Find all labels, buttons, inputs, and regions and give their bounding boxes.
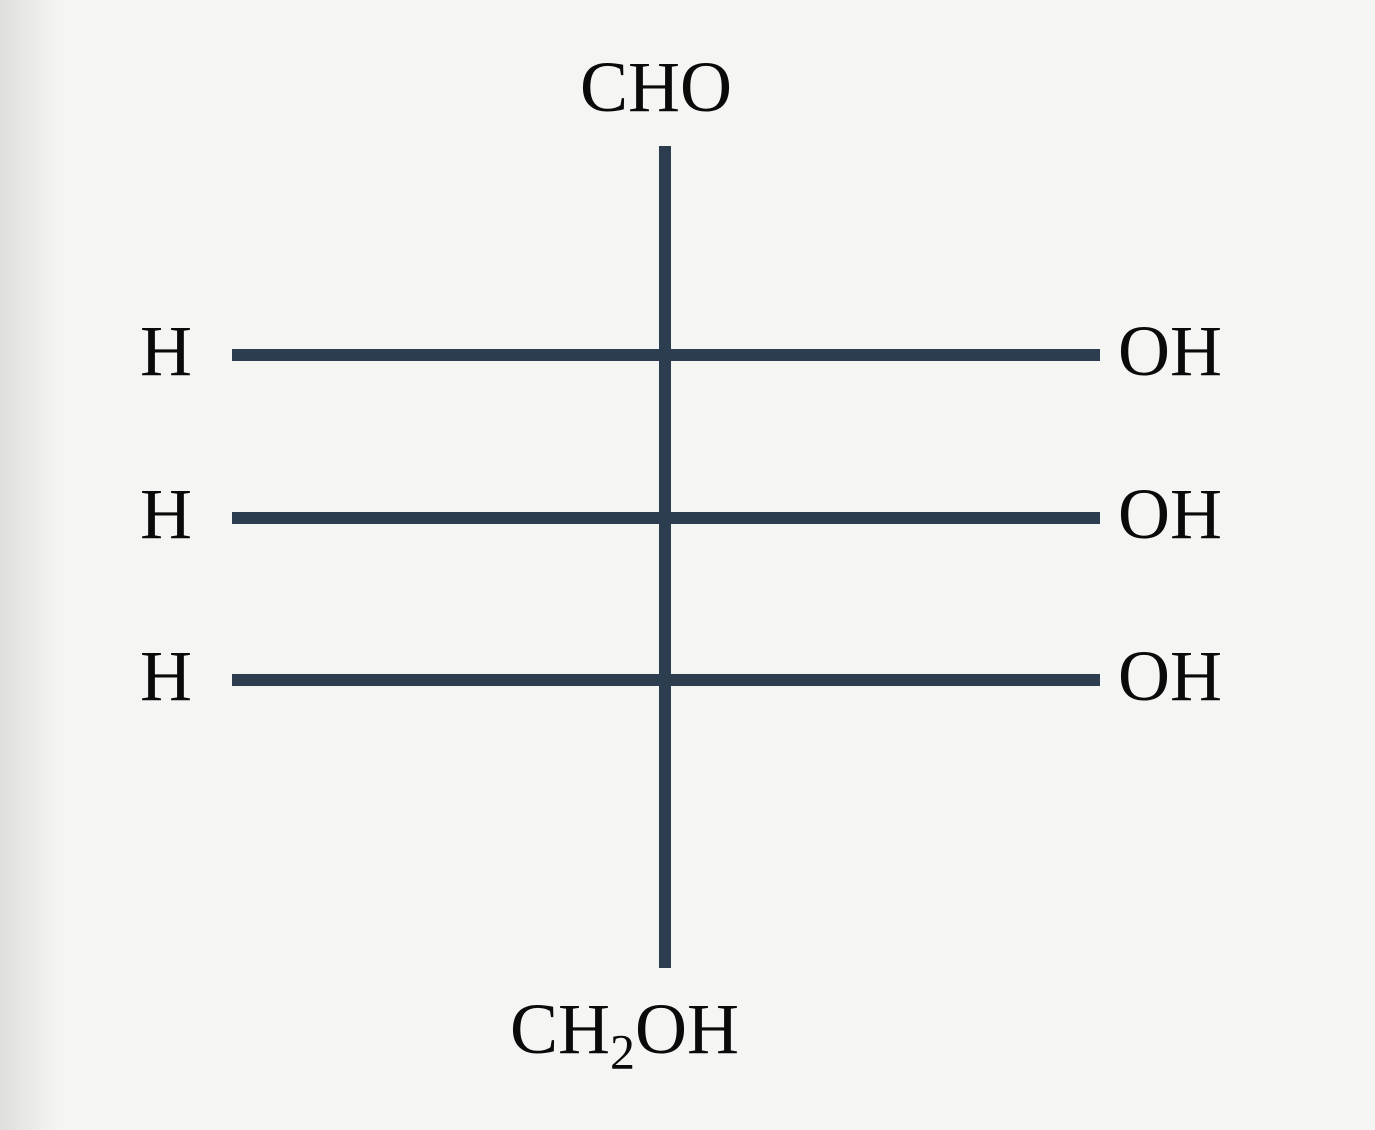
top-group-label: CHO bbox=[580, 46, 732, 129]
left-label-row-3: H bbox=[140, 635, 192, 718]
scan-edge-shadow bbox=[0, 0, 60, 1130]
horizontal-line-row-3 bbox=[232, 674, 1100, 686]
right-label-row-1: OH bbox=[1118, 310, 1222, 393]
bottom-group-label: CH2OH bbox=[510, 988, 739, 1071]
horizontal-line-row-1 bbox=[232, 349, 1100, 361]
left-label-row-2: H bbox=[140, 473, 192, 556]
fischer-projection-diagram: CHO CH2OH H OH H OH H OH bbox=[0, 0, 1375, 1130]
right-label-row-2: OH bbox=[1118, 473, 1222, 556]
right-label-row-3: OH bbox=[1118, 635, 1222, 718]
left-label-row-1: H bbox=[140, 310, 192, 393]
horizontal-line-row-2 bbox=[232, 512, 1100, 524]
vertical-backbone-line bbox=[659, 146, 671, 968]
